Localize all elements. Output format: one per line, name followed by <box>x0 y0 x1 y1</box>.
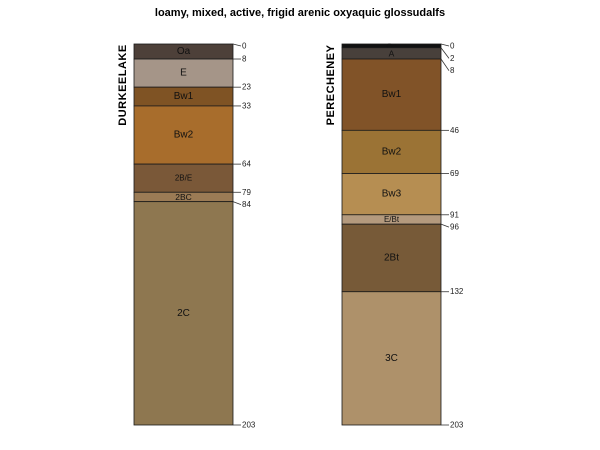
horizon-label: E <box>180 68 187 79</box>
horizon-label: Oe <box>386 41 396 50</box>
horizon-e <box>133 58 234 88</box>
horizon-bw2 <box>133 105 234 165</box>
depth-label: 0 <box>242 42 247 51</box>
depth-label: 0 <box>450 42 455 51</box>
depth-leader <box>440 58 450 71</box>
depth-label: 8 <box>450 66 455 75</box>
profile-perecheney: PERECHENEY OeA Bw1 Bw2 Bw3 E/Bt 2Bt 3C 0 2 8 46 69 91… <box>325 41 464 429</box>
depth-label: 46 <box>450 126 459 135</box>
depth-label: 8 <box>242 55 247 64</box>
depth-label: 69 <box>450 169 459 178</box>
horizon-label: 2BC <box>175 192 192 202</box>
depth-label: 132 <box>450 287 464 296</box>
depth-leader <box>232 43 242 47</box>
depth-label: 33 <box>242 101 251 110</box>
horizon-label: Bw2 <box>382 146 402 157</box>
horizon-label: Oa <box>177 46 191 57</box>
depth-label: 84 <box>242 200 251 209</box>
profiles-group: DURKEELAKE OaEBw1Bw22B/E2BC2C082333647984… <box>117 41 464 429</box>
depth-label: 64 <box>242 160 251 169</box>
depth-leader <box>440 223 450 228</box>
chart-title: loamy, mixed, active, frigid arenic oxya… <box>155 7 445 19</box>
horizon-label: E/Bt <box>384 215 400 224</box>
horizon-bw3 <box>341 173 442 216</box>
horizon-2c <box>133 201 234 426</box>
horizon-label: 2C <box>177 308 190 319</box>
horizon-label: Bw2 <box>174 130 194 141</box>
horizon-label: A <box>389 48 395 58</box>
depth-leader <box>440 43 450 47</box>
horizon-bw2 <box>341 129 442 174</box>
depth-label: 2 <box>450 54 455 63</box>
horizon-label: Bw3 <box>382 189 402 200</box>
horizon-label: 3C <box>385 353 398 364</box>
horizon-2bt <box>341 223 442 293</box>
depth-leader <box>232 201 242 205</box>
depth-label: 96 <box>450 223 459 232</box>
horizon-label: Bw1 <box>382 89 402 100</box>
profile-durkeelake: DURKEELAKE Oa E Bw1 Bw2 2B/E 2BC 2C 0 8 23 33 64 79 84… <box>117 42 256 430</box>
depth-leader <box>440 47 450 59</box>
depth-label: 203 <box>242 421 256 430</box>
horizon-label: Bw1 <box>174 91 194 102</box>
profile-name: PERECHENEY <box>325 44 337 125</box>
horizon-2b-e <box>133 163 234 193</box>
profile-name: DURKEELAKE <box>117 44 129 125</box>
horizon-label: 2Bt <box>384 252 399 263</box>
depth-label: 79 <box>242 188 251 197</box>
depth-label: 203 <box>450 421 464 430</box>
depth-label: 23 <box>242 83 251 92</box>
horizon-3c <box>341 291 442 426</box>
horizon-label: 2B/E <box>175 174 192 183</box>
depth-label: 91 <box>450 210 459 219</box>
